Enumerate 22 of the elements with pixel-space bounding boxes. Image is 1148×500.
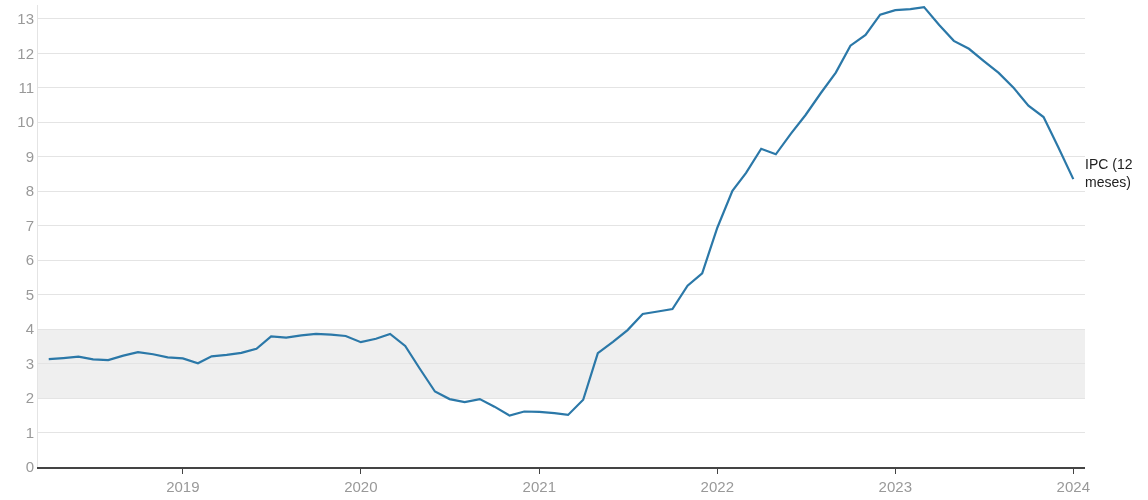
y-tick-label: 3 <box>25 354 34 372</box>
y-tick-label: 1 <box>25 423 34 441</box>
x-tick-label: 2024 <box>1056 477 1090 495</box>
x-tick-label: 2020 <box>344 477 378 495</box>
y-tick-label: 4 <box>25 320 34 338</box>
x-tick-label: 2019 <box>166 477 200 495</box>
y-tick-label: 12 <box>17 44 34 62</box>
y-tick-label: 2 <box>25 389 34 407</box>
y-tick-label: 13 <box>17 10 34 28</box>
y-tick-label: 5 <box>25 285 34 303</box>
y-tick-label: 6 <box>25 251 34 269</box>
y-tick-label: 10 <box>17 113 34 131</box>
x-tick-label: 2021 <box>522 477 556 495</box>
y-tick-label: 11 <box>18 79 34 96</box>
series-label: IPC (12 meses) <box>1085 156 1133 191</box>
y-tick-label: 0 <box>25 458 34 476</box>
line-series <box>47 5 1075 417</box>
y-tick-label: 9 <box>25 147 34 165</box>
x-tick-label: 2023 <box>878 477 912 495</box>
y-tick-label: 7 <box>25 216 34 234</box>
y-tick-label: 8 <box>25 182 34 200</box>
x-tick-label: 2022 <box>700 477 734 495</box>
